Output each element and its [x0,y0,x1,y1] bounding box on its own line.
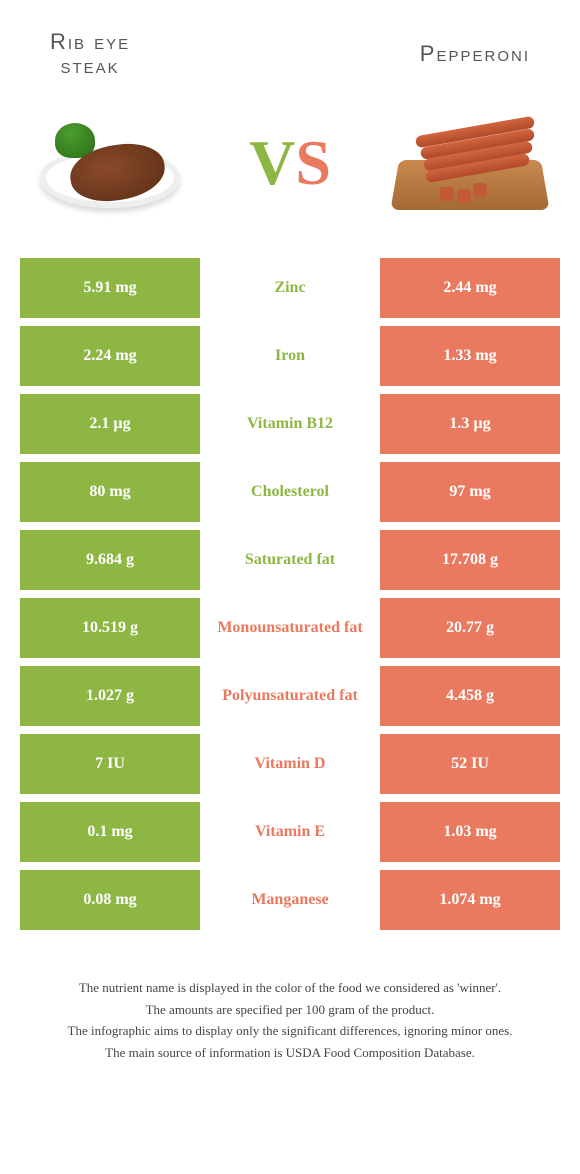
nutrient-label: Iron [200,326,380,386]
nutrient-label: Polyunsaturated fat [200,666,380,726]
footer-line: The main source of information is USDA F… [30,1043,550,1063]
right-value: 17.708 g [380,530,560,590]
left-value: 10.519 g [20,598,200,658]
right-value: 1.03 mg [380,802,560,862]
nutrient-label: Saturated fat [200,530,380,590]
nutrient-row: 0.1 mgVitamin E1.03 mg [20,802,560,862]
nutrient-row: 9.684 gSaturated fat17.708 g [20,530,560,590]
left-value: 5.91 mg [20,258,200,318]
left-food-title: Rib eye steak [50,30,130,78]
left-value: 2.1 µg [20,394,200,454]
right-food-image [390,108,550,218]
nutrient-row: 0.08 mgManganese1.074 mg [20,870,560,930]
left-value: 2.24 mg [20,326,200,386]
right-value: 97 mg [380,462,560,522]
right-value: 4.458 g [380,666,560,726]
nutrient-label: Cholesterol [200,462,380,522]
nutrient-row: 2.24 mgIron1.33 mg [20,326,560,386]
nutrient-row: 10.519 gMonounsaturated fat20.77 g [20,598,560,658]
right-value: 1.3 µg [380,394,560,454]
left-value: 7 IU [20,734,200,794]
footer-line: The infographic aims to display only the… [30,1021,550,1041]
header: Rib eye steak Pepperoni [0,0,580,88]
nutrient-label: Vitamin E [200,802,380,862]
right-value: 1.074 mg [380,870,560,930]
nutrient-row: 7 IUVitamin D52 IU [20,734,560,794]
left-title-line2: steak [50,54,130,78]
nutrient-row: 1.027 gPolyunsaturated fat4.458 g [20,666,560,726]
images-row: VS [0,88,580,258]
right-food-title: Pepperoni [420,41,530,67]
left-value: 0.08 mg [20,870,200,930]
left-value: 9.684 g [20,530,200,590]
right-value: 1.33 mg [380,326,560,386]
nutrient-row: 2.1 µgVitamin B121.3 µg [20,394,560,454]
vs-label: VS [249,126,331,200]
vs-v: V [249,126,295,200]
footer-notes: The nutrient name is displayed in the co… [0,938,580,1062]
left-title-line1: Rib eye [50,30,130,54]
left-value: 0.1 mg [20,802,200,862]
footer-line: The amounts are specified per 100 gram o… [30,1000,550,1020]
nutrient-table: 5.91 mgZinc2.44 mg 2.24 mgIron1.33 mg 2.1 … [20,258,560,930]
nutrient-row: 80 mgCholesterol97 mg [20,462,560,522]
nutrient-row: 5.91 mgZinc2.44 mg [20,258,560,318]
nutrient-label: Zinc [200,258,380,318]
left-value: 1.027 g [20,666,200,726]
vs-s: S [295,126,331,200]
left-value: 80 mg [20,462,200,522]
right-value: 52 IU [380,734,560,794]
nutrient-label: Monounsaturated fat [200,598,380,658]
nutrient-label: Vitamin B12 [200,394,380,454]
left-food-image [30,108,190,218]
nutrient-label: Vitamin D [200,734,380,794]
nutrient-label: Manganese [200,870,380,930]
footer-line: The nutrient name is displayed in the co… [30,978,550,998]
right-value: 20.77 g [380,598,560,658]
right-value: 2.44 mg [380,258,560,318]
